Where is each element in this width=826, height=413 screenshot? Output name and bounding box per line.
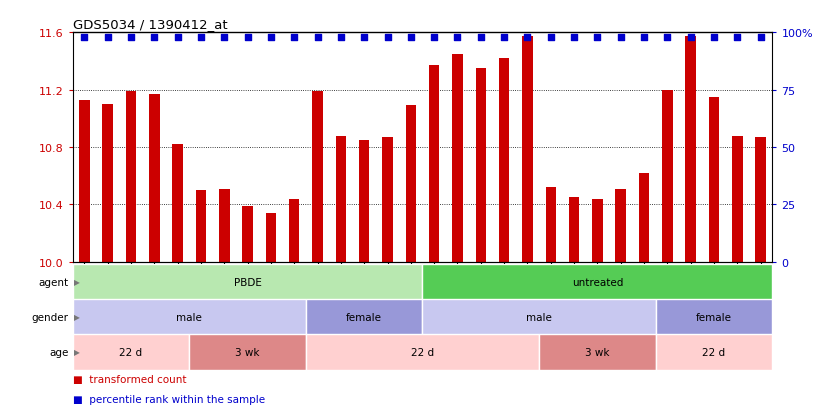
Bar xyxy=(732,136,743,262)
Bar xyxy=(335,136,346,262)
Bar xyxy=(189,335,306,370)
Text: 3 wk: 3 wk xyxy=(585,347,610,357)
Bar xyxy=(638,173,649,262)
Point xyxy=(707,35,720,41)
Point xyxy=(171,35,184,41)
Bar xyxy=(476,69,486,262)
Bar xyxy=(545,188,556,262)
Bar xyxy=(592,199,603,262)
Point xyxy=(451,35,464,41)
Bar xyxy=(266,214,276,262)
Point xyxy=(638,35,651,41)
Point xyxy=(731,35,744,41)
Point xyxy=(567,35,581,41)
Point xyxy=(474,35,487,41)
Bar xyxy=(242,206,253,262)
Text: 22 d: 22 d xyxy=(702,347,725,357)
Point xyxy=(148,35,161,41)
Text: age: age xyxy=(50,347,69,357)
Point xyxy=(264,35,278,41)
Text: ▶: ▶ xyxy=(74,313,80,321)
Text: PBDE: PBDE xyxy=(234,277,262,287)
Text: gender: gender xyxy=(31,312,69,322)
Bar xyxy=(102,104,113,262)
Bar xyxy=(452,55,463,262)
Bar xyxy=(73,335,189,370)
Text: agent: agent xyxy=(39,277,69,287)
Point xyxy=(497,35,510,41)
Bar xyxy=(173,145,183,262)
Point xyxy=(101,35,114,41)
Text: ▶: ▶ xyxy=(74,278,80,286)
Bar xyxy=(359,140,369,262)
Bar xyxy=(73,299,306,335)
Bar xyxy=(312,92,323,262)
Text: male: male xyxy=(177,312,202,322)
Bar xyxy=(306,335,539,370)
Point xyxy=(381,35,394,41)
Point xyxy=(218,35,231,41)
Text: GDS5034 / 1390412_at: GDS5034 / 1390412_at xyxy=(73,17,227,31)
Bar xyxy=(756,138,766,262)
Text: untreated: untreated xyxy=(572,277,623,287)
Point xyxy=(614,35,627,41)
Text: 3 wk: 3 wk xyxy=(235,347,260,357)
Point xyxy=(194,35,207,41)
Bar xyxy=(656,299,772,335)
Text: male: male xyxy=(526,312,552,322)
Point xyxy=(521,35,534,41)
Bar xyxy=(79,100,89,262)
Point xyxy=(404,35,417,41)
Point xyxy=(661,35,674,41)
Bar xyxy=(423,264,772,299)
Bar xyxy=(499,59,510,262)
Bar xyxy=(522,37,533,262)
Point xyxy=(335,35,348,41)
Text: 22 d: 22 d xyxy=(411,347,434,357)
Bar xyxy=(73,264,423,299)
Bar xyxy=(306,299,423,335)
Point xyxy=(358,35,371,41)
Text: ■  transformed count: ■ transformed count xyxy=(73,374,186,384)
Point xyxy=(684,35,697,41)
Point xyxy=(125,35,138,41)
Point xyxy=(591,35,604,41)
Point xyxy=(544,35,558,41)
Bar xyxy=(615,189,626,262)
Text: ▶: ▶ xyxy=(74,348,80,356)
Bar xyxy=(662,90,672,262)
Bar xyxy=(149,95,159,262)
Bar xyxy=(196,191,206,262)
Bar xyxy=(126,92,136,262)
Bar xyxy=(569,198,579,262)
Bar xyxy=(423,299,656,335)
Text: 22 d: 22 d xyxy=(120,347,143,357)
Bar xyxy=(289,199,300,262)
Point xyxy=(241,35,254,41)
Text: female: female xyxy=(696,312,732,322)
Bar xyxy=(219,189,230,262)
Point xyxy=(78,35,91,41)
Bar xyxy=(539,335,656,370)
Bar xyxy=(686,37,696,262)
Bar xyxy=(429,66,439,262)
Point xyxy=(428,35,441,41)
Bar xyxy=(656,335,772,370)
Point xyxy=(287,35,301,41)
Point xyxy=(754,35,767,41)
Bar xyxy=(406,106,416,262)
Bar xyxy=(382,138,393,262)
Point xyxy=(311,35,324,41)
Text: female: female xyxy=(346,312,382,322)
Bar xyxy=(709,97,719,262)
Text: ■  percentile rank within the sample: ■ percentile rank within the sample xyxy=(73,394,265,404)
